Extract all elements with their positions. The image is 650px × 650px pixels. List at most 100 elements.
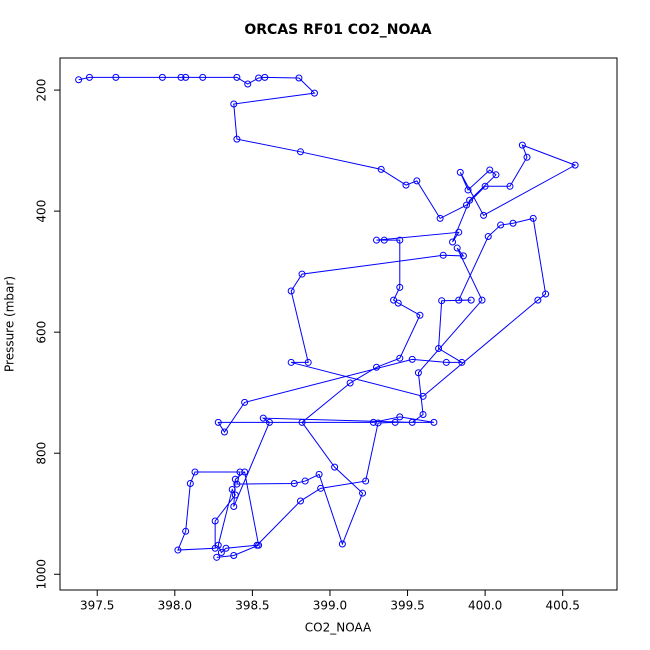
data-point: [287, 287, 295, 295]
data-point: [419, 410, 427, 418]
data-point: [435, 345, 443, 353]
data-point: [463, 201, 471, 209]
data-point: [419, 392, 427, 400]
data-point: [233, 73, 241, 81]
data-point: [396, 236, 404, 244]
data-point: [455, 296, 463, 304]
data-point: [217, 548, 225, 556]
data-point: [174, 546, 182, 554]
data-point: [377, 165, 385, 173]
data-point: [222, 544, 230, 552]
data-point: [394, 299, 402, 307]
data-point: [438, 297, 446, 305]
data-point: [230, 502, 238, 510]
data-point: [396, 354, 404, 362]
data-point: [458, 358, 466, 366]
data-point: [396, 283, 404, 291]
data-point: [261, 73, 269, 81]
data-point: [241, 398, 249, 406]
x-tick-label: 399.0: [313, 599, 347, 613]
data-point: [191, 468, 199, 476]
y-tick-label: 200: [35, 79, 49, 102]
data-point: [481, 182, 489, 190]
data-point: [571, 161, 579, 169]
data-point: [467, 296, 475, 304]
data-point: [456, 168, 464, 176]
data-point: [296, 497, 304, 505]
data-point: [230, 552, 238, 560]
data-point: [529, 214, 537, 222]
data-point: [439, 251, 447, 259]
data-point: [244, 80, 252, 88]
x-tick-label: 400.5: [546, 599, 580, 613]
data-point: [231, 475, 239, 483]
data-point: [430, 418, 438, 426]
data-point: [265, 418, 273, 426]
data-point: [182, 527, 190, 535]
data-point: [301, 477, 309, 485]
x-tick-label: 398.5: [235, 599, 269, 613]
data-point: [506, 182, 514, 190]
data-point: [214, 541, 222, 549]
data-point: [298, 270, 306, 278]
x-tick-label: 397.5: [80, 599, 114, 613]
y-tick-label: 1000: [35, 559, 49, 590]
data-point: [542, 290, 550, 298]
data-point: [408, 418, 416, 426]
data-point: [233, 480, 241, 488]
data-point: [374, 419, 382, 427]
data-point: [509, 219, 517, 227]
data-point: [346, 379, 354, 387]
chart-title: ORCAS RF01 CO2_NOAA: [244, 22, 431, 38]
data-point: [486, 166, 494, 174]
data-point: [317, 484, 325, 492]
data-point: [416, 311, 424, 319]
data-point: [442, 358, 450, 366]
data-point: [518, 141, 526, 149]
data-point: [523, 153, 531, 161]
data-point: [315, 470, 323, 478]
data-point: [362, 477, 370, 485]
data-point: [478, 296, 486, 304]
y-tick-label: 800: [35, 442, 49, 465]
data-point: [112, 73, 120, 81]
x-axis-label: CO2_NOAA: [305, 621, 372, 635]
data-point: [304, 358, 312, 366]
data-point: [396, 413, 404, 421]
data-point: [373, 236, 381, 244]
data-point: [436, 214, 444, 222]
data-point: [211, 517, 219, 525]
y-tick-label: 600: [35, 321, 49, 344]
data-point: [459, 252, 467, 260]
data-point: [233, 135, 241, 143]
data-point: [449, 238, 457, 246]
data-point: [497, 221, 505, 229]
y-tick-label: 400: [35, 200, 49, 223]
data-point: [259, 414, 267, 422]
data-point: [236, 468, 244, 476]
data-point: [331, 463, 339, 471]
x-tick-label: 399.5: [390, 599, 424, 613]
data-point: [186, 479, 194, 487]
data-point: [231, 491, 239, 499]
x-tick-label: 398.0: [158, 599, 192, 613]
data-point: [298, 418, 306, 426]
data-point: [480, 211, 488, 219]
data-point: [199, 73, 207, 81]
data-point: [287, 358, 295, 366]
data-point: [391, 418, 399, 426]
data-point: [492, 171, 500, 179]
data-point: [359, 489, 367, 497]
data-point: [241, 468, 249, 476]
data-line: [78, 76, 577, 558]
data-point: [534, 296, 542, 304]
data-point: [75, 76, 83, 84]
data-point: [213, 553, 221, 561]
data-point: [158, 73, 166, 81]
data-point: [455, 228, 463, 236]
data-point: [413, 177, 421, 185]
data-point: [296, 148, 304, 156]
data-point: [255, 541, 263, 549]
